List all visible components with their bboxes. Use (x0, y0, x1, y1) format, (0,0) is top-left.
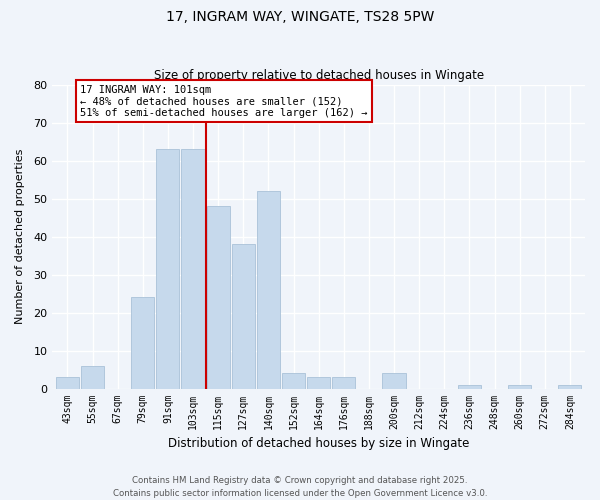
Bar (307, 377, 330, 388)
Text: 17 INGRAM WAY: 101sqm
← 48% of detached houses are smaller (152)
51% of semi-det: 17 INGRAM WAY: 101sqm ← 48% of detached … (80, 84, 367, 118)
Bar (131, 298, 154, 388)
Bar (332, 377, 355, 388)
Bar (508, 385, 531, 388)
Bar (257, 191, 280, 388)
Bar (232, 244, 255, 388)
Bar (206, 206, 230, 388)
Y-axis label: Number of detached properties: Number of detached properties (15, 149, 25, 324)
Bar (181, 149, 205, 388)
Bar (382, 374, 406, 388)
Text: 17, INGRAM WAY, WINGATE, TS28 5PW: 17, INGRAM WAY, WINGATE, TS28 5PW (166, 10, 434, 24)
Bar (282, 374, 305, 388)
Bar (458, 385, 481, 388)
Bar (81, 366, 104, 388)
Text: Contains HM Land Registry data © Crown copyright and database right 2025.
Contai: Contains HM Land Registry data © Crown c… (113, 476, 487, 498)
X-axis label: Distribution of detached houses by size in Wingate: Distribution of detached houses by size … (168, 437, 469, 450)
Bar (157, 149, 179, 388)
Title: Size of property relative to detached houses in Wingate: Size of property relative to detached ho… (154, 69, 484, 82)
Bar (56, 377, 79, 388)
Bar (559, 385, 581, 388)
